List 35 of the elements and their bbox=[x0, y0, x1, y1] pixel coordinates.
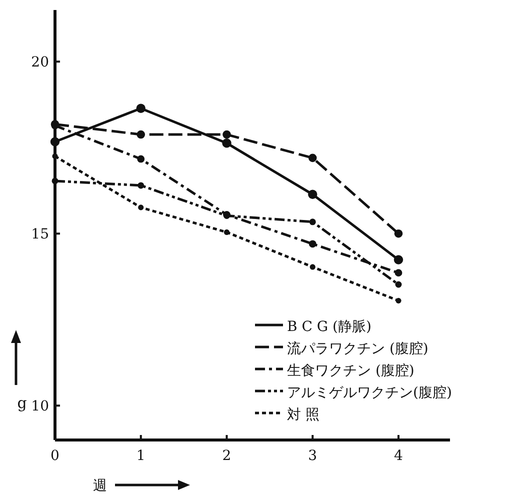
y-tick-label: 20 bbox=[31, 54, 49, 71]
point bbox=[308, 190, 318, 199]
point bbox=[136, 130, 146, 139]
x-tick-label: 0 bbox=[50, 448, 60, 464]
x-tick-label: 3 bbox=[308, 448, 318, 464]
y-axis-title: g bbox=[17, 394, 28, 412]
x-tick-label: 2 bbox=[222, 448, 232, 464]
x-tick-label: 1 bbox=[136, 448, 146, 464]
point bbox=[308, 154, 317, 162]
point bbox=[138, 204, 144, 210]
point bbox=[137, 155, 145, 163]
point bbox=[222, 130, 231, 139]
point bbox=[394, 255, 404, 264]
point bbox=[136, 104, 146, 113]
point bbox=[394, 269, 402, 277]
legend-label: 対 照 bbox=[287, 407, 320, 423]
point bbox=[394, 229, 403, 238]
y-tick-label: 15 bbox=[31, 226, 49, 243]
point bbox=[138, 182, 144, 189]
point bbox=[396, 298, 402, 304]
x-axis-title: 週 bbox=[93, 478, 107, 494]
legend-label: 生食ワクチン (腹腔) bbox=[287, 363, 414, 379]
point bbox=[310, 264, 316, 270]
point bbox=[224, 229, 230, 236]
x-tick-label: 4 bbox=[394, 448, 404, 464]
point bbox=[52, 178, 58, 184]
legend-label: 流パラワクチン (腹腔) bbox=[287, 341, 428, 357]
point bbox=[222, 138, 232, 148]
point bbox=[309, 218, 316, 226]
point bbox=[308, 240, 316, 248]
point bbox=[50, 137, 60, 146]
point bbox=[395, 281, 402, 288]
legend-label: アルミゲルワクチン(腹腔) bbox=[287, 385, 452, 401]
y-tick-label: 10 bbox=[31, 398, 49, 415]
legend-label: B C G (静脈) bbox=[287, 319, 372, 335]
